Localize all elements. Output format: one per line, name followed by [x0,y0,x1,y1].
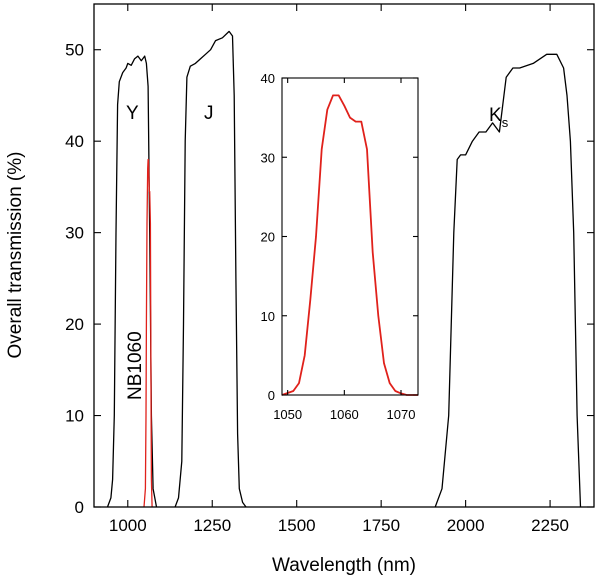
main-x-tick-label: 1500 [278,516,316,535]
main-ticks [94,4,594,508]
inset-series-group [281,94,418,396]
inset-x-tick-label: 1050 [273,407,302,422]
main-plot-frame [93,3,595,508]
main-x-tick-label: 1000 [109,516,147,535]
band-label-ks-sub: s [502,115,509,130]
main-series-line-nb1060 [143,158,153,508]
main-x-tick-label: 2000 [447,516,485,535]
main-series-line-ks [434,53,582,508]
main-series-group [106,30,582,508]
main-y-tick-label: 10 [65,407,84,426]
main-x-tick-label: 1750 [362,516,400,535]
inset-x-tick-label: 1070 [387,407,416,422]
main-y-tick-label: 50 [65,41,84,60]
band-label-j: J [204,103,214,124]
main-y-tick-label: 20 [65,315,84,334]
x-axis-title: Wavelength (nm) [272,555,416,576]
inset-x-tick-label: 1060 [330,407,359,422]
band-label-y: Y [126,103,139,124]
inset-y-tick-label: 40 [261,71,275,86]
band-label-ks: Ks [489,105,509,130]
y-axis-title: Overall transmission (%) [5,152,26,359]
band-label-ks-main: K [489,105,502,126]
inset-plot: 1050 1060 1070 0 10 20 30 40 [261,71,419,422]
inset-ticks [282,77,418,396]
main-x-tick-label: 2250 [531,516,569,535]
inset-tick-labels: 1050 1060 1070 0 10 20 30 40 [261,71,416,422]
main-y-tick-label: 0 [75,498,84,517]
inset-series-line-nb1060 [281,94,418,396]
main-y-tick-label: 30 [65,224,84,243]
inset-y-tick-label: 10 [261,309,275,324]
main-x-tick-label: 1250 [193,516,231,535]
main-plot: 1000 1250 1500 1750 2000 2250 0 10 20 30 40 50 Wave… [5,3,595,576]
inset-y-tick-label: 0 [268,388,275,403]
inset-y-tick-label: 20 [261,230,275,245]
inset-y-tick-label: 30 [261,150,275,165]
main-y-tick-label: 40 [65,132,84,151]
main-tick-labels: 1000 1250 1500 1750 2000 2250 0 10 20 30 40 50 [65,41,569,535]
main-series-line-j [174,30,247,508]
band-label-nb1060: NB1060 [125,331,146,400]
inset-background [282,78,418,395]
